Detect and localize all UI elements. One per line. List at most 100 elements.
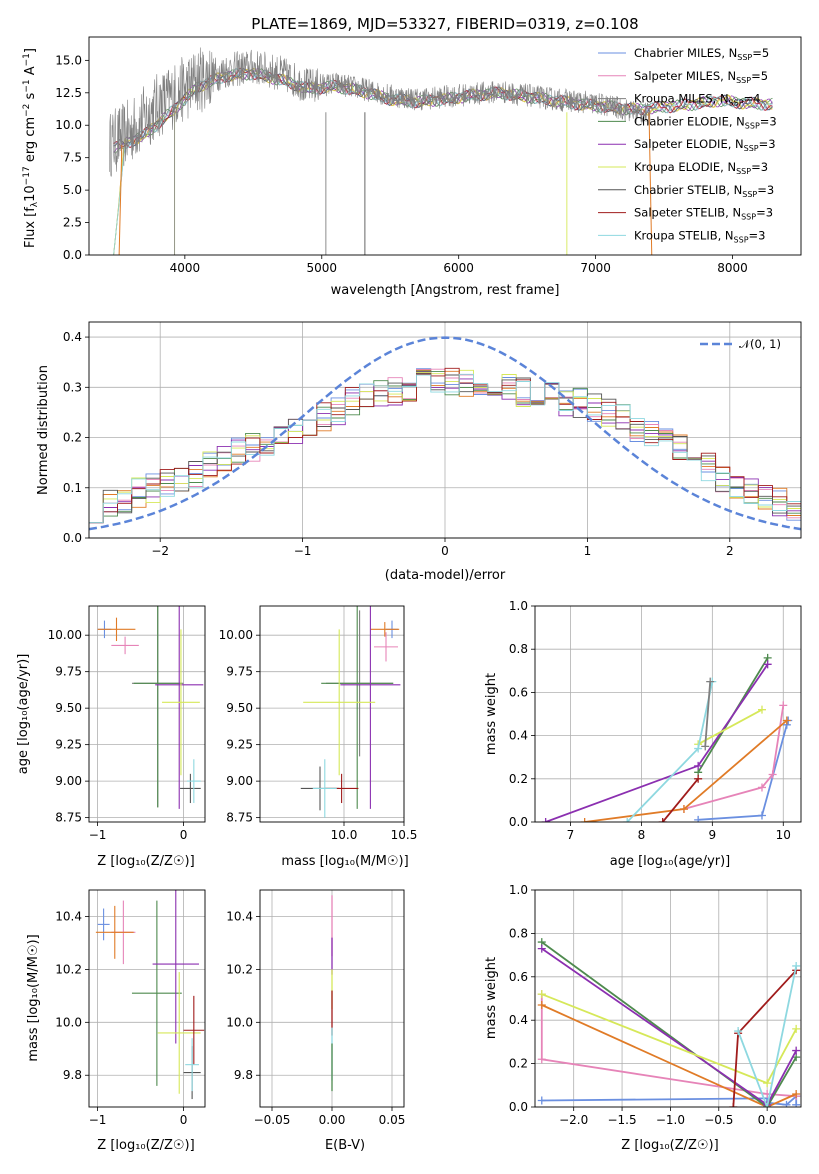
- y-tick-label: 0.8: [509, 642, 528, 656]
- spectrum-axes: 4000 5000 6000 7000 8000 0.0 2.5 5.0 7.5 10.0 12.5…: [55, 53, 748, 275]
- spectrum-ylabel: Flux [fλ10−17 erg cm−2 s−1 A−1]: [22, 48, 40, 248]
- y-tick-label: 9.75: [226, 665, 253, 679]
- y-tick-label: 10.2: [226, 962, 253, 976]
- x-tick-label: −1: [89, 1113, 107, 1127]
- mw-age-ylabel: mass weight: [484, 673, 499, 755]
- residual-ylabel: Normed distribution: [36, 365, 51, 495]
- age-vs-mass-panel: mass [log₁₀(M/M☉)]: [281, 854, 408, 869]
- y-tick-label: 0.6: [509, 685, 528, 699]
- age-vs-metallicity-panel: Z [log₁₀(Z/Z☉)] age [log₁₀(age/yr)]: [16, 654, 195, 869]
- plus-marker: [694, 774, 703, 783]
- y-tick-label: 7.5: [63, 151, 82, 165]
- mass_vs_Z-axes: −1 0 9.8 10.0 10.2 10.4: [55, 890, 205, 1127]
- mass-vs-ebv-panel: E(B-V): [325, 1138, 365, 1153]
- plus-marker: [792, 1100, 801, 1107]
- massweight-line: [541, 993, 797, 1085]
- x-tick-label: 6000: [443, 261, 474, 275]
- x-tick-label: 7: [567, 828, 575, 842]
- plus-marker: [779, 701, 788, 710]
- y-tick-label: 10.00: [48, 628, 82, 642]
- y-tick-label: 9.00: [226, 774, 253, 788]
- y-tick-label: 10.0: [226, 1015, 253, 1029]
- y-tick-label: 0.2: [63, 431, 82, 445]
- x-tick-label: 8: [638, 828, 646, 842]
- y-tick-label: 9.50: [55, 701, 82, 715]
- plus-marker: [541, 818, 550, 822]
- histogram-step-line: [89, 373, 801, 524]
- blue-edge: [118, 144, 123, 255]
- plus-marker: [763, 660, 772, 669]
- plus-marker: [792, 1046, 801, 1055]
- y-tick-label: 9.75: [55, 665, 82, 679]
- mass_vs_ebv-frame: [259, 889, 405, 1108]
- massweight-line: [704, 681, 712, 747]
- spectrum-series: [109, 47, 773, 255]
- plus-marker: [537, 944, 546, 953]
- plus-marker: [701, 742, 710, 751]
- x-tick-label: −0.5: [704, 1113, 733, 1127]
- x-tick-label: 8000: [717, 261, 748, 275]
- legend-entry: Kroupa STELIB, NSSP=3: [634, 228, 765, 244]
- x-tick-label: 0: [441, 544, 449, 558]
- plus-marker: [734, 1027, 743, 1036]
- legend-entry: Salpeter ELODIE, NSSP=3: [634, 137, 776, 153]
- histogram-series: [89, 336, 801, 531]
- normal-curve: [89, 336, 801, 531]
- x-tick-label: −1: [89, 828, 107, 842]
- x-tick-label: 1: [584, 544, 592, 558]
- plus-marker: [763, 1103, 772, 1107]
- y-tick-label: 2.5: [63, 216, 82, 230]
- plus-marker: [694, 761, 703, 770]
- age-z-xlabel: Z [log₁₀(Z/Z☉)]: [97, 854, 194, 869]
- age_vs_Z-frame: [88, 605, 206, 823]
- y-tick-label: 0.4: [509, 1013, 528, 1027]
- plus-marker: [763, 1079, 772, 1088]
- x-tick-label: 0: [180, 828, 188, 842]
- x-tick-label: 0: [180, 1113, 188, 1127]
- legend-normal-label: 𝒩(0, 1): [739, 337, 781, 351]
- mw-z-ylabel: mass weight: [484, 957, 499, 1039]
- plus-marker: [694, 744, 703, 753]
- mw-age-xlabel: age [log₁₀(age/yr)]: [610, 854, 731, 869]
- x-tick-label: 10: [776, 828, 791, 842]
- massweight-line: [626, 681, 714, 822]
- x-tick-label: 0.05: [379, 1113, 406, 1127]
- massweight-line: [697, 708, 763, 745]
- y-tick-label: 0.1: [63, 481, 82, 495]
- histogram-frame: [88, 321, 802, 539]
- age-mass-xlabel: mass [log₁₀(M/M☉)]: [281, 854, 408, 869]
- x-tick-label: −1.5: [607, 1113, 636, 1127]
- y-tick-label: 0.0: [509, 1100, 528, 1114]
- plus-marker: [757, 783, 766, 792]
- y-tick-label: 9.50: [226, 701, 253, 715]
- x-tick-label: 0.00: [319, 1113, 346, 1127]
- x-tick-label: 9: [709, 828, 717, 842]
- y-tick-label: 10.4: [226, 909, 253, 923]
- x-tick-label: 4000: [170, 261, 201, 275]
- y-tick-label: 0.0: [63, 248, 82, 262]
- mw_vs_Z-axes: −2.0 −1.5 −1.0 −0.5 0.0 0.0 0.2 0.4 0.6 0.8 1.0: [509, 883, 801, 1127]
- x-tick-label: 5000: [306, 261, 337, 275]
- y-tick-label: 9.25: [226, 738, 253, 752]
- y-tick-label: 9.25: [55, 738, 82, 752]
- x-tick-label: −0.05: [254, 1113, 291, 1127]
- spectrum-legend: Chabrier MILES, NSSP=5 Salpeter MILES, NS…: [598, 46, 777, 244]
- mw_vs_Z-series: [537, 938, 801, 1107]
- plus-marker: [792, 1024, 801, 1033]
- plus-marker: [537, 1001, 546, 1010]
- massweight-line: [683, 705, 785, 810]
- legend-entry: Chabrier ELODIE, NSSP=3: [634, 114, 777, 130]
- plus-marker: [757, 811, 766, 820]
- x-tick-label: 2: [726, 544, 734, 558]
- plus-marker: [694, 815, 703, 822]
- y-tick-label: 10.00: [219, 628, 253, 642]
- residual-xlabel: (data-model)/error: [385, 568, 506, 583]
- y-tick-label: 9.8: [234, 1068, 253, 1082]
- y-tick-label: 10.2: [55, 962, 82, 976]
- age_vs_mass-frame: [259, 605, 405, 823]
- x-tick-label: 0.0: [758, 1113, 777, 1127]
- mass-z-xlabel: Z [log₁₀(Z/Z☉)]: [97, 1138, 194, 1153]
- y-tick-label: 1.0: [509, 883, 528, 897]
- plus-marker: [768, 770, 777, 779]
